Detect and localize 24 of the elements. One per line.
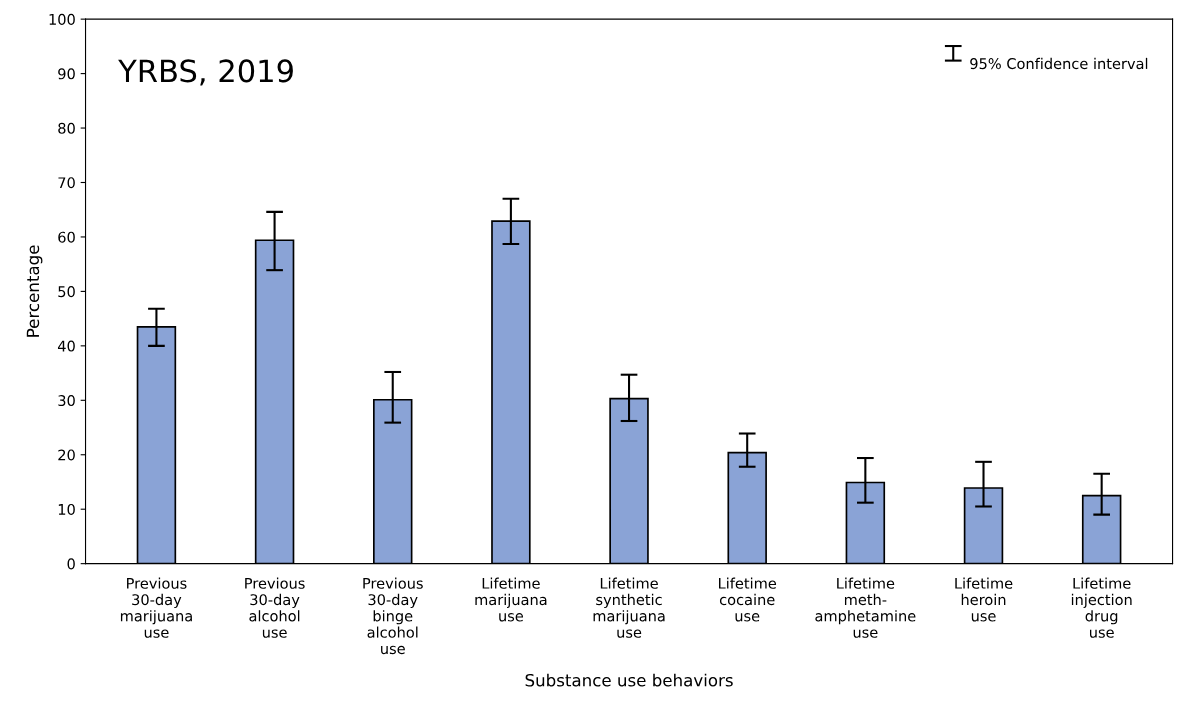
- annotation: 95% Confidence interval: [970, 57, 1148, 70]
- y-tick-label: 90: [58, 68, 75, 80]
- x-tick-label: Lifetime cocaine use: [719, 577, 777, 622]
- x-tick-label: Previous 30-day marijuana use: [120, 577, 192, 638]
- annotation: YRBS, 2019: [118, 59, 293, 86]
- x-tick-label: Lifetime synthetic marijuana use: [593, 577, 665, 638]
- y-tick-label: 100: [49, 13, 75, 25]
- y-tick-label: 20: [58, 449, 75, 461]
- x-tick-label: Lifetime heroin use: [955, 577, 1013, 622]
- y-tick-label: 50: [58, 286, 75, 298]
- x-tick-label: Previous 30-day alcohol use: [245, 577, 305, 638]
- y-tick-label: 80: [58, 122, 75, 134]
- x-tick-label: Lifetime injection drug use: [1071, 577, 1132, 638]
- y-tick-label: 30: [58, 395, 75, 407]
- y-tick-label: 10: [58, 503, 75, 515]
- y-tick-label: 60: [58, 231, 75, 243]
- y-tick-label: 40: [57, 340, 75, 352]
- y-tick-label: 70: [58, 177, 75, 189]
- x-axis-title: Substance use behaviors: [525, 673, 733, 687]
- x-tick-label: Lifetime meth- amphetamine use: [815, 577, 916, 638]
- y-tick-label: 0: [67, 558, 75, 570]
- x-tick-label: Previous 30-day binge alcohol use: [363, 577, 423, 655]
- x-tick-label: Lifetime marijuana use: [475, 577, 547, 622]
- y-axis-title: Percentage: [26, 245, 43, 337]
